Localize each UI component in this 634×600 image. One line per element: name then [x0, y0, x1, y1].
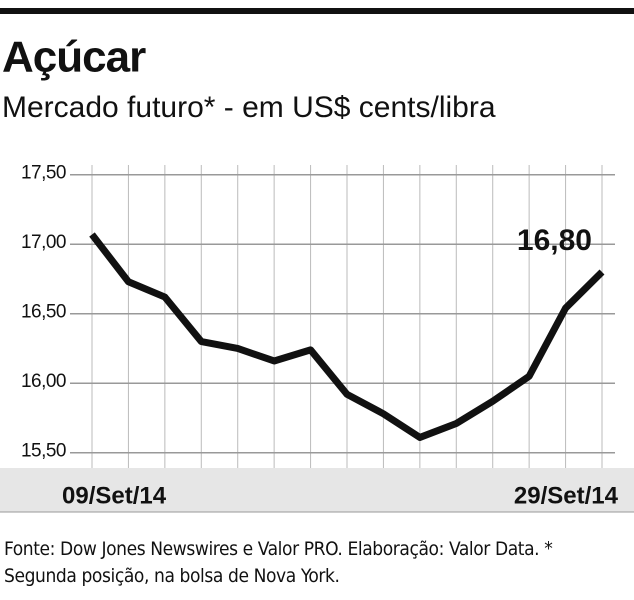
chart-subtitle: Mercado futuro* - em US$ cents/libra	[2, 91, 496, 124]
y-tick-label: 16,00	[21, 371, 66, 392]
data-line	[89, 232, 605, 441]
y-tick-label: 16,50	[21, 302, 66, 323]
top-rule	[0, 8, 634, 14]
data-label: 16,80	[517, 224, 592, 257]
y-tick-label: 17,50	[21, 163, 66, 184]
y-tick-label: 15,50	[21, 441, 66, 462]
chart-title: Açúcar	[2, 33, 146, 82]
y-tick-label: 17,00	[21, 232, 66, 253]
x-axis-band	[0, 468, 634, 512]
x-tick-label: 09/Set/14	[62, 482, 167, 509]
source-note: Fonte: Dow Jones Newswires e Valor PRO. …	[4, 538, 553, 587]
x-tick-label: 29/Set/14	[514, 482, 619, 509]
